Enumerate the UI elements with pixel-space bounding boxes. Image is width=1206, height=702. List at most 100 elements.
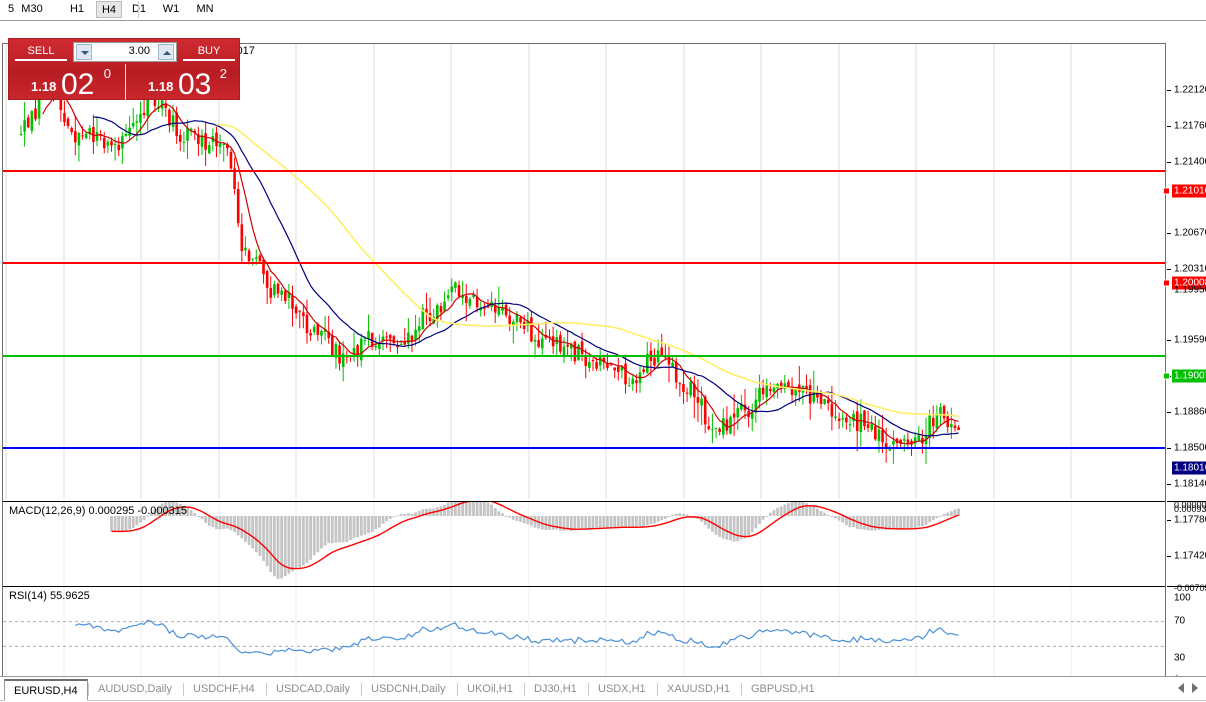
price-axis-label: 1.18500	[1174, 442, 1206, 454]
macd-chart-svg	[5, 502, 1072, 585]
moving-average-line	[216, 123, 959, 418]
sell-button[interactable]: SELL	[15, 42, 67, 61]
chart-tab-dj30-h1[interactable]: DJ30,H1	[534, 683, 577, 695]
macd-pane[interactable]: MACD(12,26,9) 0.000295 -0.000315	[3, 501, 1165, 586]
tab-divider	[657, 683, 658, 696]
candle-series	[19, 80, 960, 464]
price-axis-tick	[1167, 126, 1171, 127]
chart-tab-usdx-h1[interactable]: USDX,H1	[598, 683, 646, 695]
price-axis[interactable]: 1.22120 1.21760 1.21400 1.20670 1.20310 1.195…	[1163, 43, 1206, 686]
timeframe-button-h1[interactable]: H1	[69, 3, 85, 15]
chart-tab-xauusd-h1[interactable]: XAUUSD,H1	[667, 683, 730, 695]
volume-stepper[interactable]: 3.00	[73, 42, 177, 62]
level-line-resistance-1[interactable]	[3, 170, 1165, 172]
price-axis-tick	[1167, 448, 1171, 449]
chart-tab-usdcad-daily[interactable]: USDCAD,Daily	[276, 683, 350, 695]
macd-axis-label: 0.000936	[1174, 504, 1206, 514]
timeframe-button-d1[interactable]: D1	[131, 3, 147, 15]
price-axis-tag-red[interactable]: 1.20008	[1172, 276, 1206, 290]
chart-tab-gbpusd-h1[interactable]: GBPUSD,H1	[751, 683, 815, 695]
price-axis-tick	[1167, 520, 1171, 521]
one-click-trade-panel[interactable]: SELL 3.00 BUY 1.18 02 0 1.18 03 2	[8, 38, 240, 100]
price-axis-label: 1.20310	[1174, 263, 1206, 275]
chart-canvas-border	[2, 43, 1166, 677]
rsi-axis-label: 70	[1174, 615, 1186, 627]
chart-tab-usdcnh-daily[interactable]: USDCNH,Daily	[371, 683, 446, 695]
rsi-chart-svg	[3, 587, 1165, 676]
level-line-current-price[interactable]	[3, 447, 1165, 449]
level-handle-red[interactable]	[1163, 187, 1170, 195]
price-axis-label: 1.21400	[1174, 156, 1206, 168]
tab-scroll-right-icon[interactable]	[1192, 683, 1198, 693]
rsi-line	[75, 619, 959, 656]
timeframe-button-h4[interactable]: H4	[96, 1, 122, 18]
sell-price-main: 02	[61, 68, 95, 101]
macd-axis-label: -0.00705	[1174, 583, 1206, 593]
price-axis-tick	[1167, 162, 1171, 163]
tab-scroll-left-icon[interactable]	[1178, 683, 1184, 693]
level-line-support[interactable]	[3, 355, 1165, 357]
price-axis-label: 1.17780	[1174, 514, 1206, 526]
volume-decrement-button[interactable]	[76, 44, 92, 60]
level-handle-red[interactable]	[1163, 279, 1170, 287]
chart-tab-audusd-daily[interactable]: AUDUSD,Daily	[98, 683, 172, 695]
chart-tab-eurusd-h4[interactable]: EURUSD,H4	[4, 679, 88, 701]
buy-price-main: 03	[178, 68, 212, 101]
axis-divider-macd	[1167, 501, 1206, 502]
macd-label: MACD(12,26,9) 0.000295 -0.000315	[9, 505, 187, 517]
price-axis-tag-green[interactable]: 1.19007	[1172, 369, 1206, 383]
macd-histogram	[110, 502, 960, 579]
price-axis-tick	[1167, 340, 1171, 341]
chart-tab-usdchf-h4[interactable]: USDCHF,H4	[193, 683, 255, 695]
timeframe-button-w1[interactable]: W1	[162, 3, 180, 15]
price-pane[interactable]	[3, 44, 1165, 499]
price-axis-tag-blue[interactable]: 1.18016	[1172, 461, 1206, 475]
sell-price-point: 0	[103, 66, 111, 81]
macd-axis-label: 0.00000	[1174, 500, 1206, 510]
tab-divider	[266, 683, 267, 696]
chart-tab-bar[interactable]: EURUSD,H4 AUDUSD,Daily USDCHF,H4 USDCAD,Dai…	[0, 676, 1206, 701]
axis-divider-rsi	[1167, 586, 1206, 587]
macd-signal-line	[111, 502, 959, 570]
rsi-axis-label: 100	[1174, 592, 1191, 604]
timeframe-toolbar: 5 M30 H1 H4 D1 W1 MN	[0, 0, 1206, 19]
sell-price-display[interactable]: 1.18 02 0	[9, 64, 126, 100]
price-axis-label: 1.19590	[1174, 334, 1206, 346]
timeframe-button-5[interactable]: 5	[7, 3, 15, 15]
buy-price-point: 2	[219, 66, 227, 81]
timeframe-button-m30[interactable]: M30	[21, 3, 43, 15]
level-handle-green[interactable]	[1163, 372, 1170, 380]
tab-divider	[361, 683, 362, 696]
level-line-resistance-2[interactable]	[3, 262, 1165, 264]
rsi-axis-label: 30	[1174, 652, 1186, 664]
price-axis-label: 1.21760	[1174, 120, 1206, 132]
volume-increment-button[interactable]	[158, 44, 174, 60]
sell-price-prefix: 1.18	[31, 79, 57, 94]
tab-divider	[88, 683, 89, 696]
trade-panel-controls: SELL 3.00 BUY	[9, 39, 241, 64]
buy-button[interactable]: BUY	[183, 42, 235, 61]
tab-divider	[183, 683, 184, 696]
chart-window: EURUSD,H4 1.18025 1.18042 1.18009 1.1801…	[0, 20, 1206, 696]
rsi-pane[interactable]: RSI(14) 55.9625	[3, 586, 1165, 677]
tab-divider	[524, 683, 525, 696]
price-axis-label: 1.17420	[1174, 550, 1206, 562]
chart-tab-ukoil-h1[interactable]: UKOil,H1	[467, 683, 513, 695]
buy-price-display[interactable]: 1.18 03 2	[126, 64, 241, 100]
tab-divider	[457, 683, 458, 696]
price-axis-label: 1.19950	[1174, 284, 1206, 296]
tab-divider	[588, 683, 589, 696]
moving-average-line	[93, 116, 959, 437]
price-axis-tick	[1167, 484, 1171, 485]
toolbar-divider	[138, 1, 139, 18]
chevron-up-icon	[163, 51, 171, 55]
volume-value[interactable]: 3.00	[128, 45, 150, 57]
price-axis-tick	[1167, 412, 1171, 413]
price-axis-label: 1.18140	[1174, 478, 1206, 490]
timeframe-button-mn[interactable]: MN	[196, 3, 214, 15]
buy-price-prefix: 1.18	[148, 79, 174, 94]
price-axis-tick	[1167, 269, 1171, 270]
price-axis-tag-red[interactable]: 1.21010	[1172, 184, 1206, 198]
chevron-down-icon	[81, 51, 89, 55]
